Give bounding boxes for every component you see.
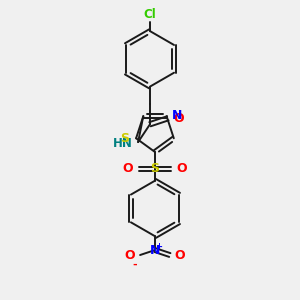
Text: N: N xyxy=(172,109,182,122)
Text: O: O xyxy=(174,112,184,125)
Text: Cl: Cl xyxy=(144,8,156,21)
Text: O: O xyxy=(175,248,185,262)
Text: +: + xyxy=(155,242,162,250)
Text: -: - xyxy=(133,260,137,270)
Text: O: O xyxy=(122,162,133,175)
Text: O: O xyxy=(177,162,188,175)
Text: S: S xyxy=(120,132,129,145)
Text: O: O xyxy=(124,248,135,262)
Text: HN: HN xyxy=(113,136,133,150)
Text: N: N xyxy=(150,244,160,256)
Text: S: S xyxy=(151,162,160,175)
